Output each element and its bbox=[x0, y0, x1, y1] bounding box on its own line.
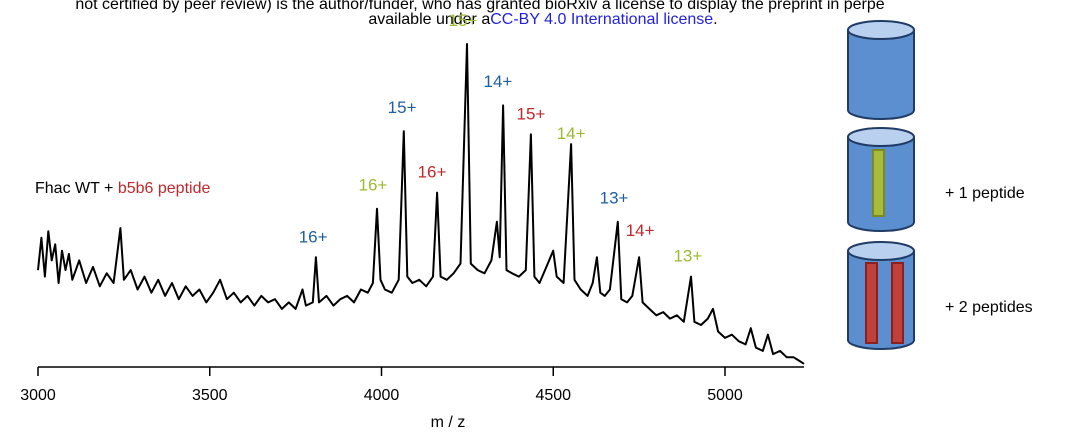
header-text: . bbox=[713, 11, 717, 28]
x-tick-label: 3500 bbox=[192, 387, 228, 404]
header-line: available under aCC-BY 4.0 International… bbox=[368, 11, 717, 28]
peptide bbox=[891, 262, 904, 344]
x-tick-label: 3000 bbox=[20, 387, 56, 404]
legend-part: Fhac WT + bbox=[35, 180, 118, 197]
license-link[interactable]: CC-BY 4.0 International license bbox=[490, 11, 713, 28]
cylinder bbox=[847, 251, 915, 350]
header-line: not certified by peer review) is the aut… bbox=[75, 0, 884, 13]
charge-label: 15+ bbox=[448, 11, 477, 30]
charge-label: 16+ bbox=[299, 227, 328, 246]
spectrum-line bbox=[37, 43, 805, 365]
diagram-label: + 1 peptide bbox=[945, 185, 1025, 202]
cylinder-top bbox=[847, 241, 915, 261]
charge-label: 16+ bbox=[358, 176, 387, 195]
charge-label: 13+ bbox=[600, 189, 629, 208]
charge-label: 13+ bbox=[673, 247, 702, 266]
cylinder-top bbox=[847, 127, 915, 147]
peptide bbox=[872, 149, 885, 217]
charge-label: 14+ bbox=[557, 124, 586, 143]
charge-label: 14+ bbox=[626, 221, 655, 240]
charge-label: 15+ bbox=[516, 105, 545, 124]
charge-label: 15+ bbox=[388, 98, 417, 117]
legend-text: Fhac WT + b5b6 peptide bbox=[35, 180, 210, 197]
header-text: available under a bbox=[368, 11, 490, 28]
x-tick-label: 5000 bbox=[707, 387, 743, 404]
peptide bbox=[865, 262, 878, 344]
charge-label: 16+ bbox=[418, 163, 447, 182]
cylinder bbox=[847, 30, 915, 120]
x-axis-label: m / z bbox=[431, 414, 466, 431]
cylinder-top bbox=[847, 20, 915, 40]
legend-part: b5b6 peptide bbox=[118, 180, 211, 197]
charge-label: 14+ bbox=[484, 72, 513, 91]
x-tick-label: 4000 bbox=[364, 387, 400, 404]
x-tick-label: 4500 bbox=[535, 387, 571, 404]
diagram-label: + 2 peptides bbox=[945, 299, 1033, 316]
plot: 3000 3500 4000 4500 5000 m / z 16+ 16+ 15+ 16+ 15+… bbox=[20, 11, 805, 431]
diagram bbox=[847, 20, 915, 350]
